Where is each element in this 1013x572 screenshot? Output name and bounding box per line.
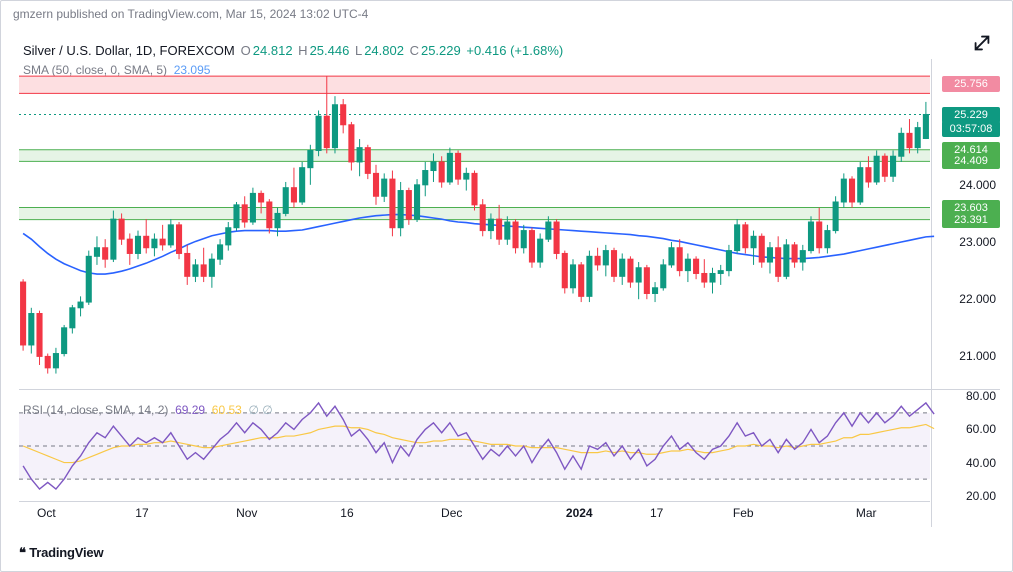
rsi-ytick: 80.00 bbox=[966, 389, 996, 403]
rsi-ytick: 20.00 bbox=[966, 489, 996, 503]
time-x-axis[interactable]: Oct 17 Nov 16 Dec 2024 17 Feb Mar bbox=[19, 501, 930, 525]
rsi-value: 69.29 bbox=[175, 403, 205, 417]
time-xtick: Oct bbox=[37, 506, 56, 520]
chart-frame: gmzern published on TradingView.com, Mar… bbox=[0, 0, 1013, 572]
price-y-axis[interactable]: 21.000 22.000 23.000 24.000 bbox=[932, 59, 1000, 385]
ohlc-readout: O24.812 H25.446 L24.802 C25.229 +0.416 (… bbox=[241, 43, 566, 58]
time-xtick: Nov bbox=[236, 506, 257, 520]
symbol-legend[interactable]: Silver / U.S. Dollar, 1D, FOREXCOM O24.8… bbox=[23, 43, 565, 58]
rsi-signal-value: 60.53 bbox=[212, 403, 242, 417]
logo-text: TradingView bbox=[29, 545, 103, 560]
price-ytick: 24.000 bbox=[959, 178, 996, 192]
expand-icon bbox=[971, 32, 993, 54]
tradingview-logo[interactable]: ❝ TradingView bbox=[19, 545, 103, 561]
publish-info: gmzern published on TradingView.com, Mar… bbox=[13, 7, 368, 21]
rsi-extras: ∅ ∅ bbox=[248, 403, 272, 417]
rsi-label: RSI (14, close, SMA, 14, 2) bbox=[23, 403, 168, 417]
time-xtick: 2024 bbox=[566, 506, 593, 520]
rsi-legend[interactable]: RSI (14, close, SMA, 14, 2) 69.29 60.53 … bbox=[23, 403, 273, 417]
time-xtick: Feb bbox=[733, 506, 754, 520]
pane-separator[interactable] bbox=[19, 389, 1000, 390]
time-xtick: Dec bbox=[441, 506, 462, 520]
rsi-y-axis[interactable]: 20.0040.0060.0080.00 bbox=[932, 393, 1000, 499]
rsi-ytick: 40.00 bbox=[966, 456, 996, 470]
time-xtick: 16 bbox=[340, 506, 353, 520]
time-xtick: Mar bbox=[856, 506, 877, 520]
price-ytick: 23.000 bbox=[959, 235, 996, 249]
price-ytick: 21.000 bbox=[959, 349, 996, 363]
fullscreen-button[interactable] bbox=[968, 29, 996, 57]
time-xtick: 17 bbox=[650, 506, 663, 520]
price-ytick: 22.000 bbox=[959, 292, 996, 306]
rsi-ytick: 60.00 bbox=[966, 422, 996, 436]
symbol-name: Silver / U.S. Dollar, 1D, FOREXCOM bbox=[23, 43, 235, 58]
price-pane[interactable]: 25.75625.22903:57:0824.61424.40923.60323… bbox=[19, 59, 930, 385]
time-xtick: 17 bbox=[135, 506, 148, 520]
price-canvas bbox=[19, 59, 930, 385]
